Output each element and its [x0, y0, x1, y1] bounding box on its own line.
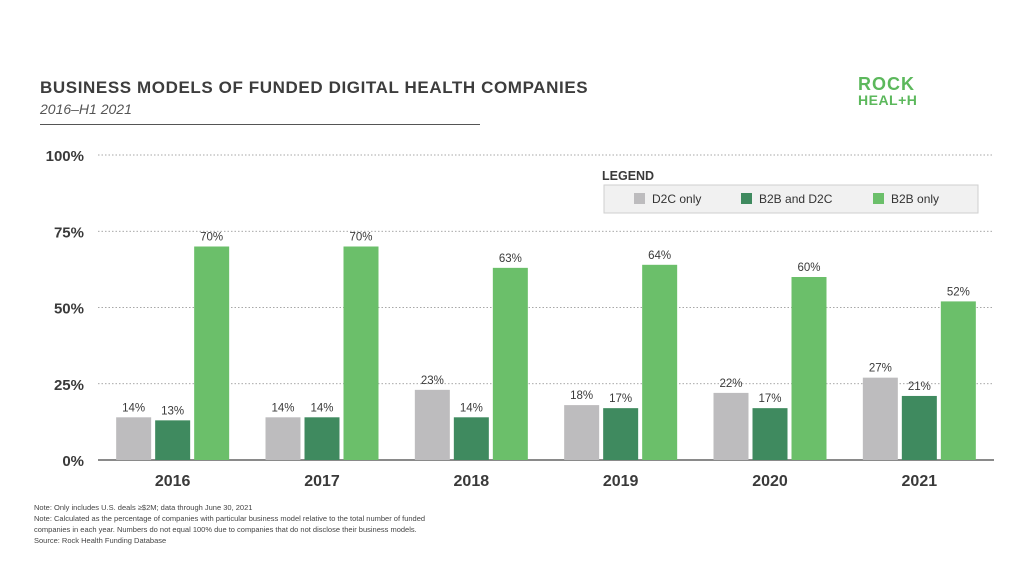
- x-tick-label: 2018: [454, 473, 490, 490]
- data-label: 60%: [797, 262, 820, 274]
- data-label: 52%: [947, 286, 970, 298]
- bar: [752, 408, 788, 460]
- data-label: 21%: [908, 381, 931, 393]
- bar: [791, 277, 827, 460]
- data-label: 14%: [460, 402, 483, 414]
- data-label: 17%: [609, 393, 632, 405]
- legend: LEGEND D2C only B2B and D2C B2B only: [602, 169, 979, 214]
- data-label: 70%: [200, 232, 223, 244]
- x-tick-label: 2017: [304, 473, 340, 490]
- y-axis-ticks: 0% 25% 50% 75% 100%: [46, 148, 84, 470]
- data-label: 17%: [758, 393, 781, 405]
- logo-line-2: HEAL+H: [858, 92, 918, 108]
- footnotes: Note: Only includes U.S. deals ≥$2M; dat…: [34, 502, 534, 546]
- y-tick-label: 100%: [46, 148, 84, 165]
- bar-series: 14% 13% 70% 14% 14% 70% 23% 14% 63% 18% 17% 64% 22% 1…: [116, 232, 976, 460]
- bar: [155, 420, 191, 460]
- y-tick-label: 0%: [62, 453, 84, 470]
- footnote-line: Note: Calculated as the percentage of co…: [34, 514, 426, 523]
- data-label: 13%: [161, 405, 184, 417]
- chart-subtitle: 2016–H1 2021: [40, 101, 132, 117]
- bar: [603, 408, 639, 460]
- logo-line-1: ROCK: [858, 74, 915, 94]
- y-tick-label: 50%: [54, 301, 84, 318]
- legend-swatch: [873, 193, 884, 204]
- bar: [901, 395, 937, 460]
- x-axis-ticks: 2016 2017 2018 2019 2020 2021: [155, 473, 937, 490]
- bar: [642, 264, 678, 460]
- bar: [862, 377, 898, 460]
- footnote-line: companies in each year. Numbers do not e…: [34, 525, 417, 534]
- footnote-line: Source: Rock Health Funding Database: [34, 536, 167, 545]
- legend-box: [603, 184, 979, 214]
- bar: [492, 267, 528, 460]
- bar: [940, 301, 976, 460]
- y-tick-label: 75%: [54, 224, 84, 241]
- bar: [564, 405, 600, 460]
- legend-title: LEGEND: [602, 169, 654, 183]
- rock-health-logo: ROCK HEAL+H: [858, 74, 918, 108]
- legend-swatch: [741, 193, 752, 204]
- bar: [265, 417, 301, 460]
- bar: [194, 246, 230, 460]
- legend-label: B2B only: [891, 192, 939, 206]
- footnote-line: Note: Only includes U.S. deals ≥$2M; dat…: [34, 503, 253, 512]
- bar: [116, 417, 152, 460]
- x-tick-label: 2016: [155, 473, 191, 490]
- data-label: 23%: [421, 375, 444, 387]
- x-tick-label: 2019: [603, 473, 639, 490]
- data-label: 18%: [570, 390, 593, 402]
- bar: [414, 389, 450, 460]
- y-tick-label: 25%: [54, 377, 84, 394]
- x-tick-label: 2020: [752, 473, 788, 490]
- data-label: 14%: [122, 402, 145, 414]
- legend-label: B2B and D2C: [759, 192, 833, 206]
- gridlines: [98, 154, 994, 461]
- legend-label: D2C only: [652, 192, 701, 206]
- title-divider: [40, 124, 480, 125]
- bar: [304, 417, 340, 460]
- bar: [343, 246, 379, 460]
- data-label: 70%: [349, 232, 372, 244]
- x-tick-label: 2021: [902, 473, 938, 490]
- chart-title: BUSINESS MODELS OF FUNDED DIGITAL HEALTH…: [40, 78, 589, 97]
- data-label: 22%: [719, 378, 742, 390]
- data-label: 14%: [271, 402, 294, 414]
- bar: [453, 417, 489, 460]
- bar: [713, 392, 749, 460]
- legend-swatch: [634, 193, 645, 204]
- data-label: 64%: [648, 250, 671, 262]
- data-label: 14%: [310, 402, 333, 414]
- data-label: 63%: [499, 253, 522, 265]
- data-label: 27%: [869, 363, 892, 375]
